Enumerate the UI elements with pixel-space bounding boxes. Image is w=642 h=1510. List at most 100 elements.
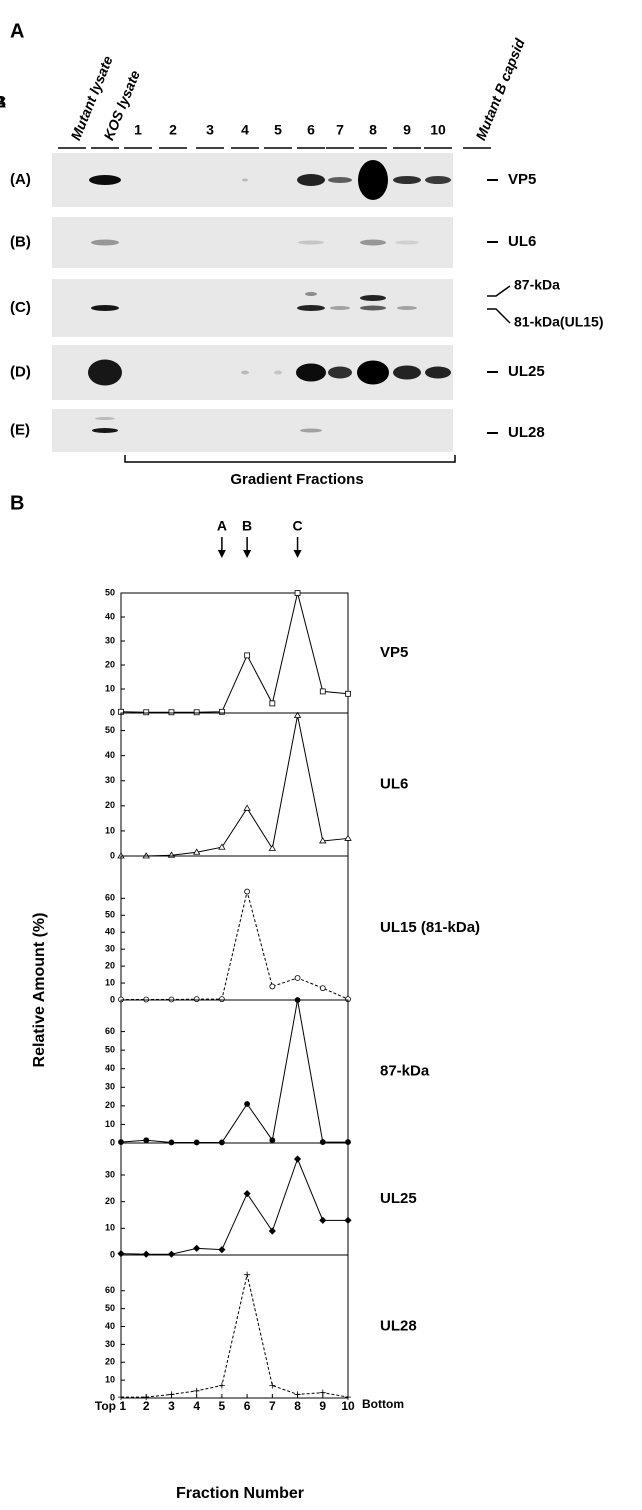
point xyxy=(219,1140,224,1145)
point xyxy=(270,701,275,706)
y-tick-label: 20 xyxy=(105,960,115,970)
y-tick-label: 10 xyxy=(105,1223,115,1233)
lane-label: 1 xyxy=(134,122,142,138)
point xyxy=(244,805,250,810)
point xyxy=(219,1247,225,1253)
band xyxy=(360,295,386,301)
band xyxy=(300,429,322,433)
point xyxy=(270,984,275,989)
point xyxy=(169,1140,174,1145)
lane-label: 2 xyxy=(169,122,177,138)
point xyxy=(295,1391,301,1397)
band xyxy=(242,179,248,182)
row-label: (D) xyxy=(10,363,31,380)
x-tick-label: 6 xyxy=(244,1399,251,1413)
point xyxy=(295,591,300,596)
band xyxy=(92,428,118,433)
x-tick-label: 9 xyxy=(319,1399,326,1413)
band xyxy=(297,305,325,311)
series-name: UL25 xyxy=(380,1190,417,1207)
y-tick-label: 50 xyxy=(105,1303,115,1313)
arrow-head xyxy=(218,550,226,558)
protein-label: UL25 xyxy=(508,363,545,380)
lane-label: 8 xyxy=(369,122,377,138)
point xyxy=(244,1272,250,1278)
figure: A B Gradient Fractions Fraction Number R… xyxy=(0,0,642,1510)
y-tick-label: 30 xyxy=(105,1169,115,1179)
marker-dash xyxy=(487,286,510,296)
marker-dash xyxy=(487,309,510,323)
y-tick-label: 20 xyxy=(105,1357,115,1367)
series-line xyxy=(121,593,348,712)
band xyxy=(330,306,350,310)
y-tick-label: 40 xyxy=(105,1063,115,1073)
lane-label: Mutant B capsid xyxy=(472,36,528,143)
y-tick-label: 60 xyxy=(105,893,115,903)
point xyxy=(245,889,250,894)
arrow-head xyxy=(243,550,251,558)
point xyxy=(245,653,250,658)
plot-frame xyxy=(121,1000,348,1143)
band xyxy=(357,361,389,385)
y-tick-label: 40 xyxy=(105,1321,115,1331)
point xyxy=(320,1217,326,1223)
y-tick-label: 40 xyxy=(105,927,115,937)
y-tick-label: 20 xyxy=(105,800,115,810)
band xyxy=(358,160,388,200)
series-line xyxy=(121,892,348,1000)
y-tick-label: 50 xyxy=(105,725,115,735)
point xyxy=(295,1156,301,1162)
panel-label: B xyxy=(10,492,24,514)
point xyxy=(320,689,325,694)
band xyxy=(360,306,386,311)
band xyxy=(393,176,421,184)
point xyxy=(295,975,300,980)
point xyxy=(194,997,199,1002)
point xyxy=(346,691,351,696)
x-tick-label: 2 xyxy=(143,1399,150,1413)
x-tick-label: 4 xyxy=(193,1399,200,1413)
y-tick-label: 60 xyxy=(105,1285,115,1295)
band xyxy=(297,174,325,186)
point xyxy=(320,986,325,991)
x-tick-label: 7 xyxy=(269,1399,276,1413)
point xyxy=(143,1251,149,1257)
plot-frame xyxy=(121,1255,348,1398)
y-tick-label: 60 xyxy=(105,1026,115,1036)
series-line xyxy=(121,1000,348,1142)
protein-label: VP5 xyxy=(508,171,536,188)
band xyxy=(393,366,421,380)
y-tick-label: 0 xyxy=(110,707,115,717)
y-tick-label: 50 xyxy=(105,587,115,597)
row-label: (C) xyxy=(10,299,31,316)
lane-label: 4 xyxy=(241,122,249,138)
point xyxy=(270,1138,275,1143)
x-axis-title: Fraction Number xyxy=(176,1485,304,1502)
arrow-label: C xyxy=(292,518,302,534)
plot-frame xyxy=(121,593,348,713)
y-axis-title: Relative Amount (%) xyxy=(31,913,48,1068)
point xyxy=(244,1191,250,1197)
point xyxy=(194,1388,200,1394)
series-name: VP5 xyxy=(380,644,408,661)
band xyxy=(95,417,115,420)
y-tick-label: 20 xyxy=(105,1100,115,1110)
point xyxy=(219,844,225,849)
protein-label: UL28 xyxy=(508,424,545,441)
y-tick-label: 30 xyxy=(105,944,115,954)
lane-label: 10 xyxy=(430,122,446,138)
arrow-head xyxy=(294,550,302,558)
y-tick-label: 30 xyxy=(105,1082,115,1092)
y-tick-label: 0 xyxy=(110,1137,115,1147)
row-label: (B) xyxy=(10,233,31,250)
series-name: UL6 xyxy=(380,775,408,792)
protein-label: UL6 xyxy=(508,233,536,250)
y-tick-label: 10 xyxy=(105,1375,115,1385)
band xyxy=(296,364,326,382)
point xyxy=(194,710,199,715)
band xyxy=(91,240,119,246)
band xyxy=(91,305,119,311)
x-tick-label: 8 xyxy=(294,1399,301,1413)
point xyxy=(144,710,149,715)
lane-label: 9 xyxy=(403,122,411,138)
